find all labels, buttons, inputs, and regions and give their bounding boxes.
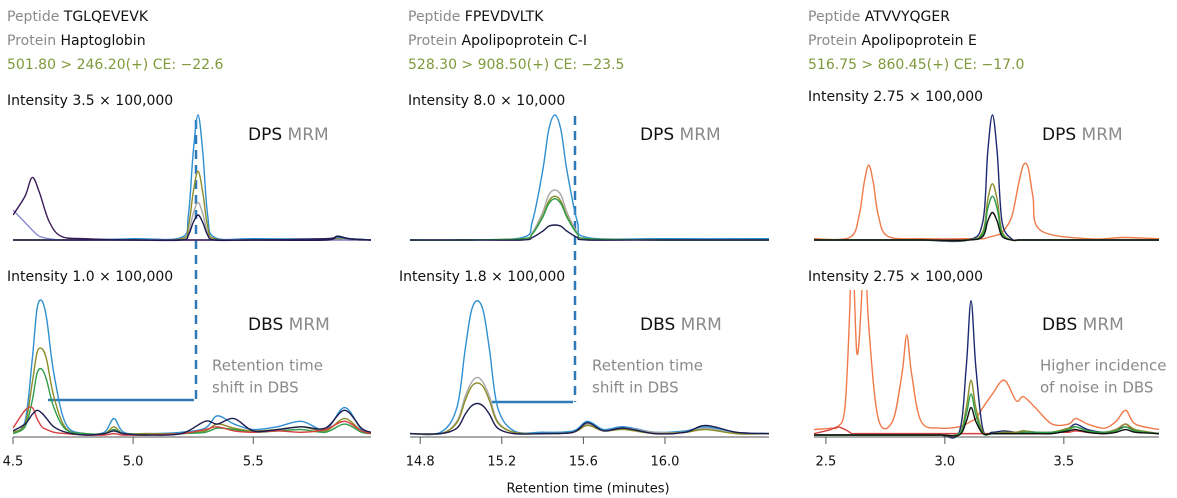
peptide-line: Peptide TGLQEVEVK	[7, 9, 149, 25]
protein-label: Protein	[408, 33, 457, 49]
shift-markers	[48, 116, 577, 404]
sample-tag: DBS MRM	[640, 315, 722, 335]
trace	[410, 189, 769, 241]
annotation: Retention time	[592, 357, 703, 375]
trace	[13, 201, 371, 242]
peptide: FPEVDVLTK	[465, 9, 544, 25]
sample: DBS	[1042, 315, 1077, 335]
peptide-label: Peptide	[7, 9, 59, 25]
sample: DPS	[1042, 125, 1076, 145]
trace	[410, 402, 769, 435]
protein-label: Protein	[7, 33, 56, 49]
annotation: shift in DBS	[592, 379, 679, 397]
sample-tag: DBS MRM	[1042, 315, 1124, 335]
sample-tag: DPS MRM	[248, 125, 329, 145]
x-tick-label: 15.6	[569, 455, 598, 470]
x-axis-label: Retention time (minutes)	[506, 482, 669, 497]
peptide-label: Peptide	[808, 9, 860, 25]
peptide: TGLQEVEVK	[63, 9, 149, 25]
peptide-label: Peptide	[408, 9, 460, 25]
annotation: of noise in DBS	[1040, 379, 1153, 397]
trace	[13, 409, 371, 436]
annotation: Retention time	[212, 357, 323, 375]
plot	[814, 290, 1159, 439]
intensity-label: Intensity 1.0 × 100,000	[7, 269, 173, 285]
sample: DBS	[248, 315, 283, 335]
intensity-label: Intensity 1.8 × 100,000	[399, 269, 565, 285]
x-tick-label: 14.8	[406, 455, 435, 470]
trace	[410, 198, 769, 241]
plot	[13, 114, 371, 242]
intensity-label: Intensity 2.75 × 100,000	[808, 269, 983, 285]
transition: 528.30 > 908.50(+) CE: −23.5	[408, 57, 624, 73]
trace	[13, 176, 371, 241]
x-tick-label: 4.5	[3, 455, 24, 470]
peptide-line: Peptide ATVVYQGER	[808, 9, 950, 25]
protein: Apolipoprotein C-I	[462, 33, 587, 49]
trace	[13, 170, 371, 241]
intensity-label: Intensity 2.75 × 100,000	[808, 89, 983, 105]
x-tick-label: 3.5	[1053, 455, 1074, 470]
trace	[814, 195, 1159, 242]
trace	[814, 290, 1159, 431]
plot	[13, 299, 371, 436]
method: MRM	[1083, 315, 1124, 335]
method: MRM	[680, 125, 721, 145]
trace	[410, 195, 769, 241]
transition: 501.80 > 246.20(+) CE: −22.6	[7, 57, 223, 73]
trace	[814, 406, 1159, 437]
plot	[410, 300, 769, 436]
transition: 516.75 > 860.45(+) CE: −17.0	[808, 57, 1024, 73]
peptide: ATVVYQGER	[865, 9, 950, 25]
protein: Apolipoprotein E	[862, 33, 977, 49]
trace	[814, 162, 1159, 241]
annotation: Higher incidence	[1040, 357, 1166, 375]
plot	[410, 114, 769, 241]
x-tick-label: 15.2	[487, 455, 516, 470]
trace	[814, 393, 1159, 437]
method: MRM	[288, 125, 329, 145]
protein: Haptoglobin	[61, 33, 146, 49]
trace	[410, 224, 769, 241]
x-tick-label: 16.0	[650, 455, 679, 470]
trace	[814, 423, 1159, 435]
sample: DPS	[640, 125, 674, 145]
sample-tag: DBS MRM	[248, 315, 330, 335]
annotation: shift in DBS	[212, 379, 299, 397]
protein-label: Protein	[808, 33, 857, 49]
sample-tag: DPS MRM	[640, 125, 721, 145]
trace	[13, 214, 371, 242]
x-tick-label: 5.5	[243, 455, 264, 470]
x-tick-label: 5.0	[123, 455, 144, 470]
intensity-label: Intensity 8.0 × 10,000	[408, 93, 565, 109]
sample: DPS	[248, 125, 282, 145]
peptide-line: Peptide FPEVDVLTK	[408, 9, 544, 25]
method: MRM	[289, 315, 330, 335]
x-tick-label: 2.5	[816, 455, 837, 470]
x-tick-label: 3.0	[935, 455, 956, 470]
method: MRM	[681, 315, 722, 335]
protein-line: Protein Haptoglobin	[7, 33, 146, 49]
protein-line: Protein Apolipoprotein C-I	[408, 33, 587, 49]
sample: DBS	[640, 315, 675, 335]
method: MRM	[1082, 125, 1123, 145]
sample-tag: DPS MRM	[1042, 125, 1123, 145]
protein-line: Protein Apolipoprotein E	[808, 33, 977, 49]
trace	[814, 211, 1159, 241]
intensity-label: Intensity 3.5 × 100,000	[7, 93, 173, 109]
plot	[814, 114, 1159, 243]
